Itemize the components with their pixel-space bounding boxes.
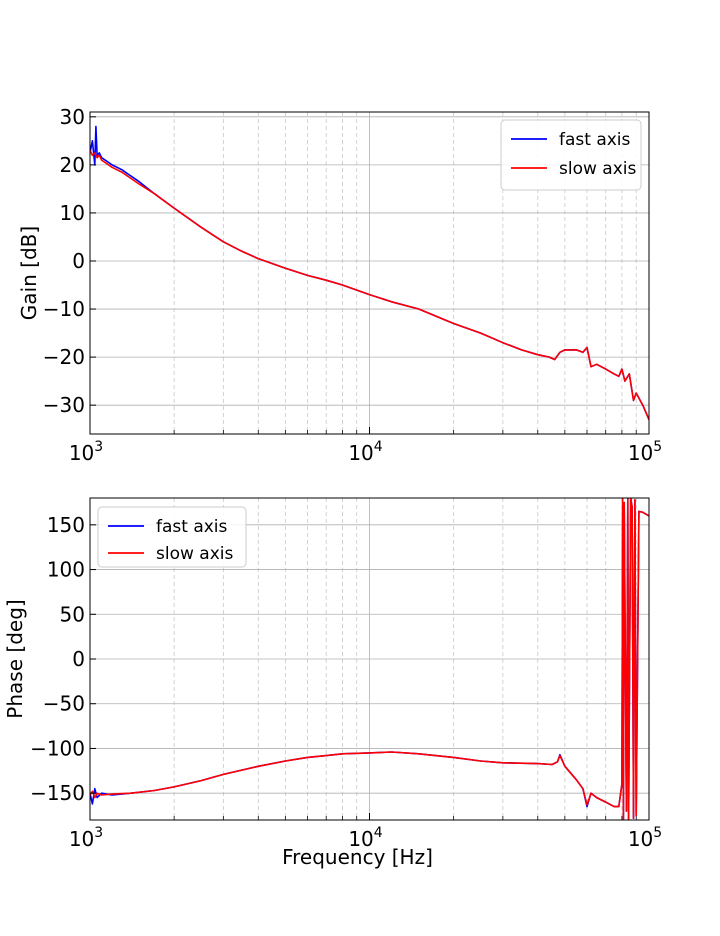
gain-panel: 30 20 10 0 −10 −20 −30 103 104 105 Gain [dB] fast… xyxy=(17,105,662,465)
phase-y-axis-label: Phase [deg] xyxy=(3,599,27,718)
y-tick-label: −150 xyxy=(30,781,85,805)
x-tick-label: 104 xyxy=(348,825,382,851)
y-tick-label: 0 xyxy=(72,249,85,273)
phase-panel: 150 100 50 0 −50 −100 −150 103 104 105 Phase [deg… xyxy=(3,497,662,869)
y-tick-label: 30 xyxy=(60,105,85,129)
x-tick-label: 103 xyxy=(69,439,103,465)
phase-ticks: 150 100 50 0 −50 −100 −150 103 104 105 xyxy=(30,513,662,851)
gain-legend-fast-label: fast axis xyxy=(559,130,631,150)
phase-legend: fast axis slow axis xyxy=(97,506,247,568)
gain-legend: fast axis slow axis xyxy=(500,119,642,191)
y-tick-label: 100 xyxy=(47,558,85,582)
y-tick-label: −100 xyxy=(30,736,85,760)
phase-legend-slow-label: slow axis xyxy=(156,544,233,564)
y-tick-label: 50 xyxy=(60,602,85,626)
gain-legend-slow-label: slow axis xyxy=(559,159,636,179)
series-line-slow-axis xyxy=(90,498,649,820)
x-tick-label: 105 xyxy=(628,825,662,851)
y-tick-label: −30 xyxy=(43,393,85,417)
y-tick-label: 10 xyxy=(60,201,85,225)
y-tick-label: −50 xyxy=(43,692,85,716)
y-tick-label: 150 xyxy=(47,513,85,537)
gain-plot-area xyxy=(90,125,649,420)
y-tick-label: 0 xyxy=(72,647,85,671)
y-tick-label: 20 xyxy=(60,153,85,177)
y-tick-label: −10 xyxy=(43,297,85,321)
gain-legend-box xyxy=(500,119,642,191)
gain-y-axis-label: Gain [dB] xyxy=(17,226,41,320)
phase-legend-box xyxy=(97,506,247,568)
x-tick-label: 105 xyxy=(628,439,662,465)
x-tick-label: 103 xyxy=(69,825,103,851)
y-tick-label: −20 xyxy=(43,345,85,369)
phase-x-axis-label: Frequency [Hz] xyxy=(282,845,433,869)
x-tick-label: 104 xyxy=(348,439,382,465)
series-line-slow-axis xyxy=(90,150,649,420)
phase-plot-area xyxy=(90,498,649,820)
phase-legend-fast-label: fast axis xyxy=(156,517,228,537)
gain-ticks: 30 20 10 0 −10 −20 −30 103 104 105 xyxy=(43,105,662,465)
